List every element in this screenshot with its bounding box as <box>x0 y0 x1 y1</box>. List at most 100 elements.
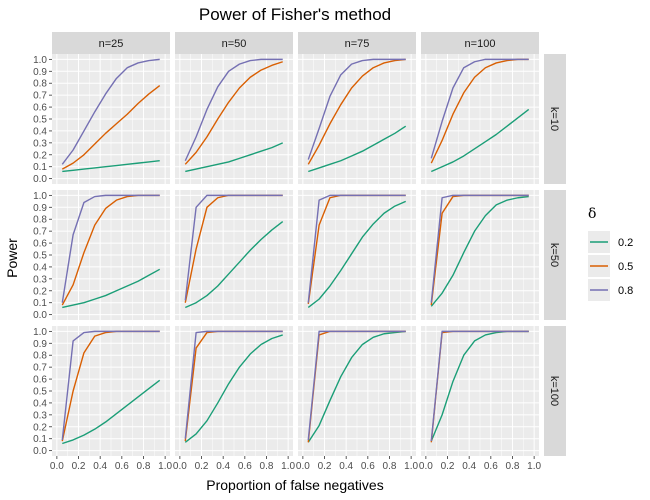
y-tick-label: 0.6 <box>33 103 47 114</box>
x-tick-label: 0.6 <box>484 461 498 472</box>
x-tick-label: 0.4 <box>339 461 353 472</box>
x-tick-label: 1.0 <box>527 461 541 472</box>
panel-n=25-k=50: 0.00.10.20.30.40.50.60.70.80.91.0 <box>33 190 170 321</box>
x-tick-label: 0.0 <box>50 461 64 472</box>
y-tick-label: 0.1 <box>33 434 47 445</box>
legend-title: δ <box>588 206 596 222</box>
y-tick-label: 0.4 <box>33 398 47 409</box>
series-line-0.2 <box>185 142 284 173</box>
panel-n=100-k=10 <box>421 54 539 184</box>
x-tick-label: 1.0 <box>158 461 172 472</box>
series-line-0.8 <box>307 330 406 440</box>
legend: δ 0.2 0.5 0.8 <box>588 206 633 301</box>
y-tick-label: 0.5 <box>33 387 47 398</box>
y-tick-label: 0.7 <box>33 227 47 238</box>
x-tick-label: 1.0 <box>404 461 418 472</box>
panel-n=75-k=100: 0.0 0.2 0.4 0.6 0.8 1.0 <box>296 326 419 472</box>
facet-strip-label: n=100 <box>465 38 496 50</box>
y-tick-label: 1.0 <box>33 55 47 66</box>
facet-strip-label: k=10 <box>548 107 560 131</box>
y-tick-label: 0.2 <box>33 422 47 433</box>
y-tick-label: 0.9 <box>33 67 47 78</box>
series-line-0.2 <box>62 268 161 309</box>
series-line-0.8 <box>61 58 160 165</box>
x-tick-label: 0.2 <box>318 461 332 472</box>
y-tick-label: 0.5 <box>33 251 47 262</box>
panel-n=100-k=50 <box>421 190 539 320</box>
x-tick-label: 1.0 <box>281 461 295 472</box>
x-tick-label: 0.0 <box>173 461 187 472</box>
facet-strip-label: k=100 <box>548 376 560 406</box>
facet-strip-k=50 <box>544 190 566 320</box>
panel-n=50-k=100: 0.0 0.2 0.4 0.6 0.8 1.0 <box>173 326 296 472</box>
y-tick-label: 0.3 <box>33 138 47 149</box>
chart-title: Power of Fisher's method <box>199 5 391 24</box>
x-tick-label: 0.6 <box>115 461 129 472</box>
series-line-0.8 <box>184 194 283 301</box>
y-tick-label: 0.6 <box>33 375 47 386</box>
facet-strip-label: n=75 <box>345 38 370 50</box>
legend-label: 0.5 <box>618 261 633 273</box>
x-tick-label: 0.8 <box>260 461 274 472</box>
y-tick-label: 0.3 <box>33 410 47 421</box>
series-line-0.8 <box>430 194 529 303</box>
facet-strip-label: n=25 <box>99 38 124 50</box>
x-tick-label: 0.8 <box>383 461 397 472</box>
series-line-0.8 <box>430 330 529 442</box>
facet-strip-n=100 <box>421 32 539 54</box>
y-tick-label: 0.4 <box>33 262 47 273</box>
y-tick-label: 0.2 <box>33 286 47 297</box>
series-line-0.8 <box>61 194 160 303</box>
series-line-0.2 <box>430 195 529 307</box>
y-tick-label: 0.8 <box>33 79 47 90</box>
series-line-0.8 <box>184 330 283 439</box>
facet-strip-k=10 <box>544 54 566 184</box>
y-tick-label: 0.1 <box>33 298 47 309</box>
y-tick-label: 0.5 <box>33 115 47 126</box>
facet-strip-n=50 <box>175 32 293 54</box>
panel-n=25-k=10: 0.00.10.20.30.40.50.60.70.80.91.0 <box>33 54 170 185</box>
x-tick-label: 0.6 <box>361 461 375 472</box>
y-tick-label: 0.0 <box>33 174 47 185</box>
x-tick-label: 0.0 <box>419 461 433 472</box>
y-tick-label: 0.0 <box>33 310 47 321</box>
panel-n=25-k=100: 0.00.10.20.30.40.50.60.70.80.91.00.0 0.2 0… <box>33 326 173 472</box>
facet-strip-k=100 <box>544 326 566 456</box>
series-line-0.5 <box>184 61 283 165</box>
y-tick-label: 0.4 <box>33 126 47 137</box>
y-tick-label: 1.0 <box>33 191 47 202</box>
series-line-0.8 <box>307 58 406 160</box>
series-line-0.2 <box>62 379 161 445</box>
series-line-0.2 <box>184 221 284 309</box>
series-line-0.2 <box>62 160 160 173</box>
x-tick-label: 0.4 <box>216 461 230 472</box>
series-line-0.8 <box>307 194 406 303</box>
y-tick-label: 0.2 <box>33 150 47 161</box>
y-axis-title: Power <box>4 238 20 278</box>
y-tick-label: 0.9 <box>33 203 47 214</box>
x-tick-label: 0.8 <box>137 461 151 472</box>
y-tick-label: 0.7 <box>33 91 47 102</box>
series-line-0.8 <box>184 58 283 162</box>
series-line-0.8 <box>430 58 529 159</box>
y-tick-label: 0.8 <box>33 215 47 226</box>
series-line-0.2 <box>307 200 407 309</box>
facet-strip-n=75 <box>298 32 416 54</box>
x-axis-title: Proportion of false negatives <box>206 477 383 493</box>
panel-n=100-k=100: 0.0 0.2 0.4 0.6 0.8 1.0 <box>419 326 542 472</box>
series-line-0.2 <box>308 125 407 173</box>
x-tick-label: 0.4 <box>462 461 476 472</box>
series-line-0.8 <box>61 330 160 440</box>
x-tick-label: 0.6 <box>238 461 252 472</box>
panel-n=50-k=50 <box>175 190 293 320</box>
series-line-0.2 <box>184 334 283 443</box>
y-tick-label: 0.3 <box>33 274 47 285</box>
facet-strip-label: n=50 <box>222 38 247 50</box>
legend-label: 0.8 <box>618 285 633 297</box>
x-tick-label: 0.2 <box>72 461 86 472</box>
x-tick-label: 0.8 <box>506 461 520 472</box>
y-tick-label: 0.6 <box>33 239 47 250</box>
panel-n=75-k=10 <box>298 54 416 184</box>
y-tick-label: 0.1 <box>33 162 47 173</box>
